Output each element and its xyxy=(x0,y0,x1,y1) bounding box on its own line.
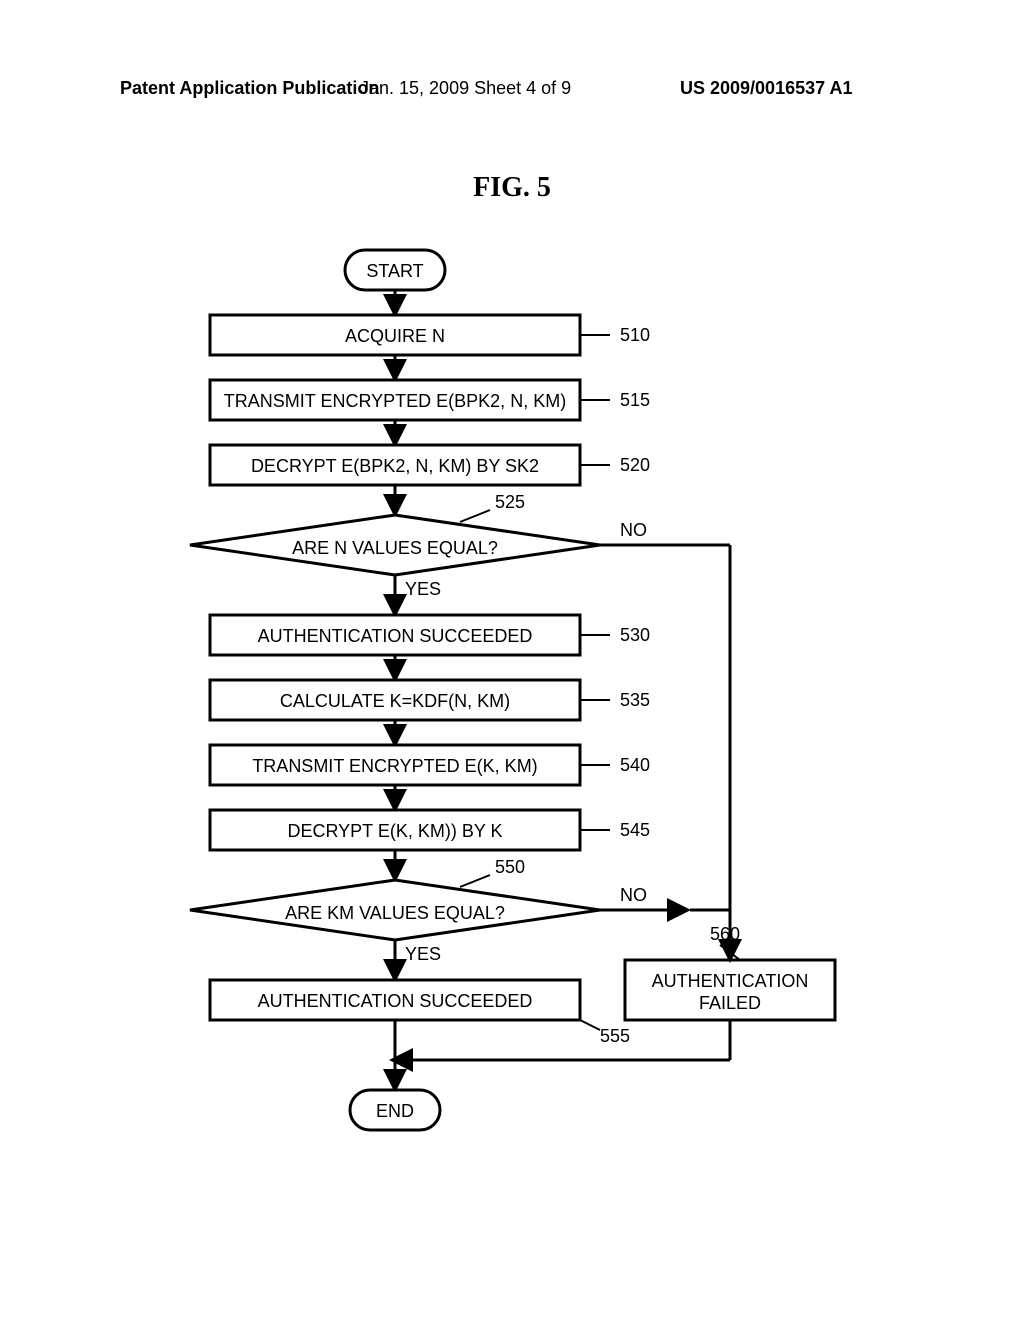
yes-label-525: YES xyxy=(405,579,441,599)
ref-560: 560 xyxy=(710,924,740,944)
fail-text-line2: FAILED xyxy=(699,993,761,1013)
no-label-550: NO xyxy=(620,885,647,905)
ref-leader xyxy=(460,875,490,887)
process-text-555: AUTHENTICATION SUCCEEDED xyxy=(258,991,533,1011)
process-text-510: ACQUIRE N xyxy=(345,326,445,346)
fail-text-line1: AUTHENTICATION xyxy=(652,971,809,991)
decision-text-525: ARE N VALUES EQUAL? xyxy=(292,538,498,558)
ref-leader xyxy=(460,510,490,522)
ref-leader xyxy=(580,1020,600,1030)
no-label-525: NO xyxy=(620,520,647,540)
terminator-start-label: START xyxy=(366,261,423,281)
ref-545: 545 xyxy=(620,820,650,840)
flowchart: START ACQUIRE N 510 TRANSMIT ENCRYPTED E… xyxy=(0,0,1024,1320)
process-text-530: AUTHENTICATION SUCCEEDED xyxy=(258,626,533,646)
process-text-515: TRANSMIT ENCRYPTED E(BPK2, N, KM) xyxy=(224,391,566,411)
decision-text-550: ARE KM VALUES EQUAL? xyxy=(285,903,505,923)
ref-550: 550 xyxy=(495,857,525,877)
process-text-535: CALCULATE K=KDF(N, KM) xyxy=(280,691,510,711)
process-text-520: DECRYPT E(BPK2, N, KM) BY SK2 xyxy=(251,456,539,476)
ref-540: 540 xyxy=(620,755,650,775)
ref-525: 525 xyxy=(495,492,525,512)
ref-515: 515 xyxy=(620,390,650,410)
page: Patent Application Publication Jan. 15, … xyxy=(0,0,1024,1320)
process-text-545: DECRYPT E(K, KM)) BY K xyxy=(287,821,502,841)
ref-510: 510 xyxy=(620,325,650,345)
yes-label-550: YES xyxy=(405,944,441,964)
process-text-540: TRANSMIT ENCRYPTED E(K, KM) xyxy=(252,756,537,776)
ref-530: 530 xyxy=(620,625,650,645)
ref-555: 555 xyxy=(600,1026,630,1046)
ref-535: 535 xyxy=(620,690,650,710)
terminator-end-label: END xyxy=(376,1101,414,1121)
ref-520: 520 xyxy=(620,455,650,475)
